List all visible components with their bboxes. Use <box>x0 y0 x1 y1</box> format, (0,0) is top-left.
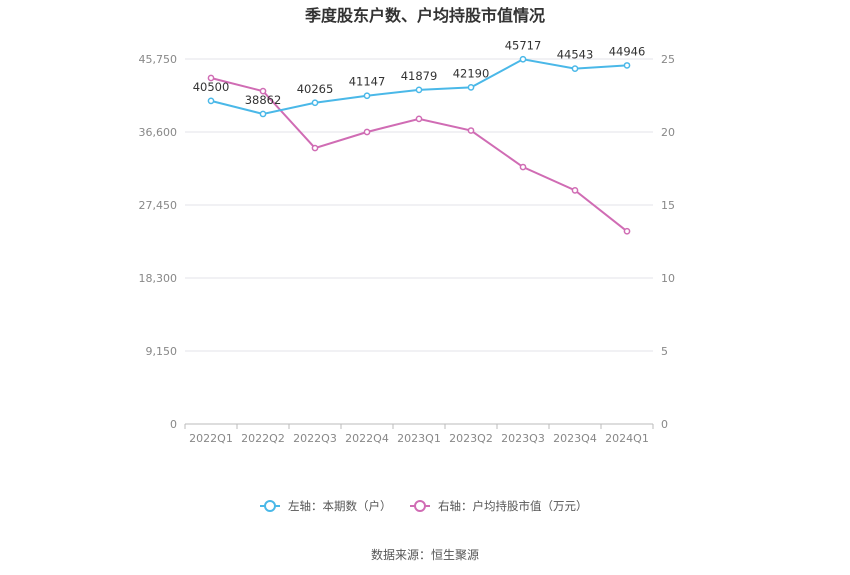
left-tick-label: 36,600 <box>139 126 178 139</box>
chart-title: 季度股东户数、户均持股市值情况 <box>304 6 545 25</box>
left-tick-label: 18,300 <box>139 272 178 285</box>
left-tick-label: 0 <box>170 418 177 431</box>
data-label: 41879 <box>401 69 438 83</box>
data-point-left <box>311 99 319 107</box>
x-tick-label: 2023Q1 <box>397 432 441 445</box>
legend-swatch-marker <box>264 500 276 512</box>
data-label: 44946 <box>609 44 646 58</box>
x-tick-label: 2023Q2 <box>449 432 493 445</box>
right-axis-ticks: 0 5 10 15 20 25 <box>661 53 675 431</box>
data-point-left <box>623 62 631 69</box>
data-label: 40500 <box>193 80 230 94</box>
left-tick-label: 27,450 <box>139 199 178 212</box>
x-tick-label: 2024Q1 <box>605 432 649 445</box>
data-point-left <box>363 92 371 100</box>
x-tick-label: 2023Q3 <box>501 432 545 445</box>
data-point-left <box>571 65 579 72</box>
right-tick-label: 10 <box>661 272 675 285</box>
data-label: 38862 <box>245 93 282 107</box>
legend-swatch-marker <box>414 500 426 512</box>
data-point-right <box>519 163 527 171</box>
left-tick-label: 45,750 <box>139 53 178 66</box>
legend-item-right[interactable]: 右轴：户均持股市值（万元） <box>410 499 588 513</box>
data-label: 42190 <box>453 66 490 80</box>
x-tick-label: 2022Q1 <box>189 432 233 445</box>
x-tick-label: 2022Q2 <box>241 432 285 445</box>
legend-label: 右轴：户均持股市值（万元） <box>438 499 588 513</box>
legend-item-left[interactable]: 左轴：本期数（户） <box>260 499 392 513</box>
x-axis: 2022Q1 2022Q2 2022Q3 2022Q4 2023Q1 2023Q2 2023… <box>184 423 654 445</box>
data-point-right <box>363 128 371 136</box>
data-point-right <box>571 187 579 194</box>
data-point-right <box>467 127 475 134</box>
data-point-right <box>259 87 267 95</box>
data-point-left <box>467 84 475 91</box>
data-point-right <box>415 115 423 123</box>
x-tick-label: 2022Q3 <box>293 432 337 445</box>
grid-lines <box>185 58 653 352</box>
right-tick-label: 0 <box>661 418 668 431</box>
left-tick-label: 9,150 <box>146 345 178 358</box>
data-point-left <box>519 55 527 63</box>
data-point-left <box>259 110 267 118</box>
left-axis-ticks: 0 9,150 18,300 27,450 36,600 45,750 <box>139 53 178 431</box>
source-note: 数据来源：恒生聚源 <box>371 547 479 562</box>
legend-label: 左轴：本期数（户） <box>288 499 392 513</box>
right-tick-label: 25 <box>661 53 675 66</box>
data-label: 44543 <box>557 48 594 62</box>
legend: 左轴：本期数（户） 右轴：户均持股市值（万元） <box>260 499 588 513</box>
right-tick-label: 5 <box>661 345 668 358</box>
data-label: 45717 <box>505 38 542 52</box>
x-tick-label: 2023Q4 <box>553 432 597 445</box>
data-point-right <box>207 74 215 82</box>
x-tick-label: 2022Q4 <box>345 432 389 445</box>
right-tick-label: 15 <box>661 199 675 212</box>
data-point-right <box>311 144 319 152</box>
data-label: 40265 <box>297 82 334 96</box>
right-tick-label: 20 <box>661 126 675 139</box>
data-point-left <box>207 97 215 105</box>
series-layer <box>207 55 631 235</box>
data-labels: 40500 38862 40265 41147 41879 42190 45717 44543… <box>193 38 646 107</box>
data-point-left <box>415 86 423 94</box>
data-point-right <box>623 227 631 235</box>
data-label: 41147 <box>349 75 386 89</box>
